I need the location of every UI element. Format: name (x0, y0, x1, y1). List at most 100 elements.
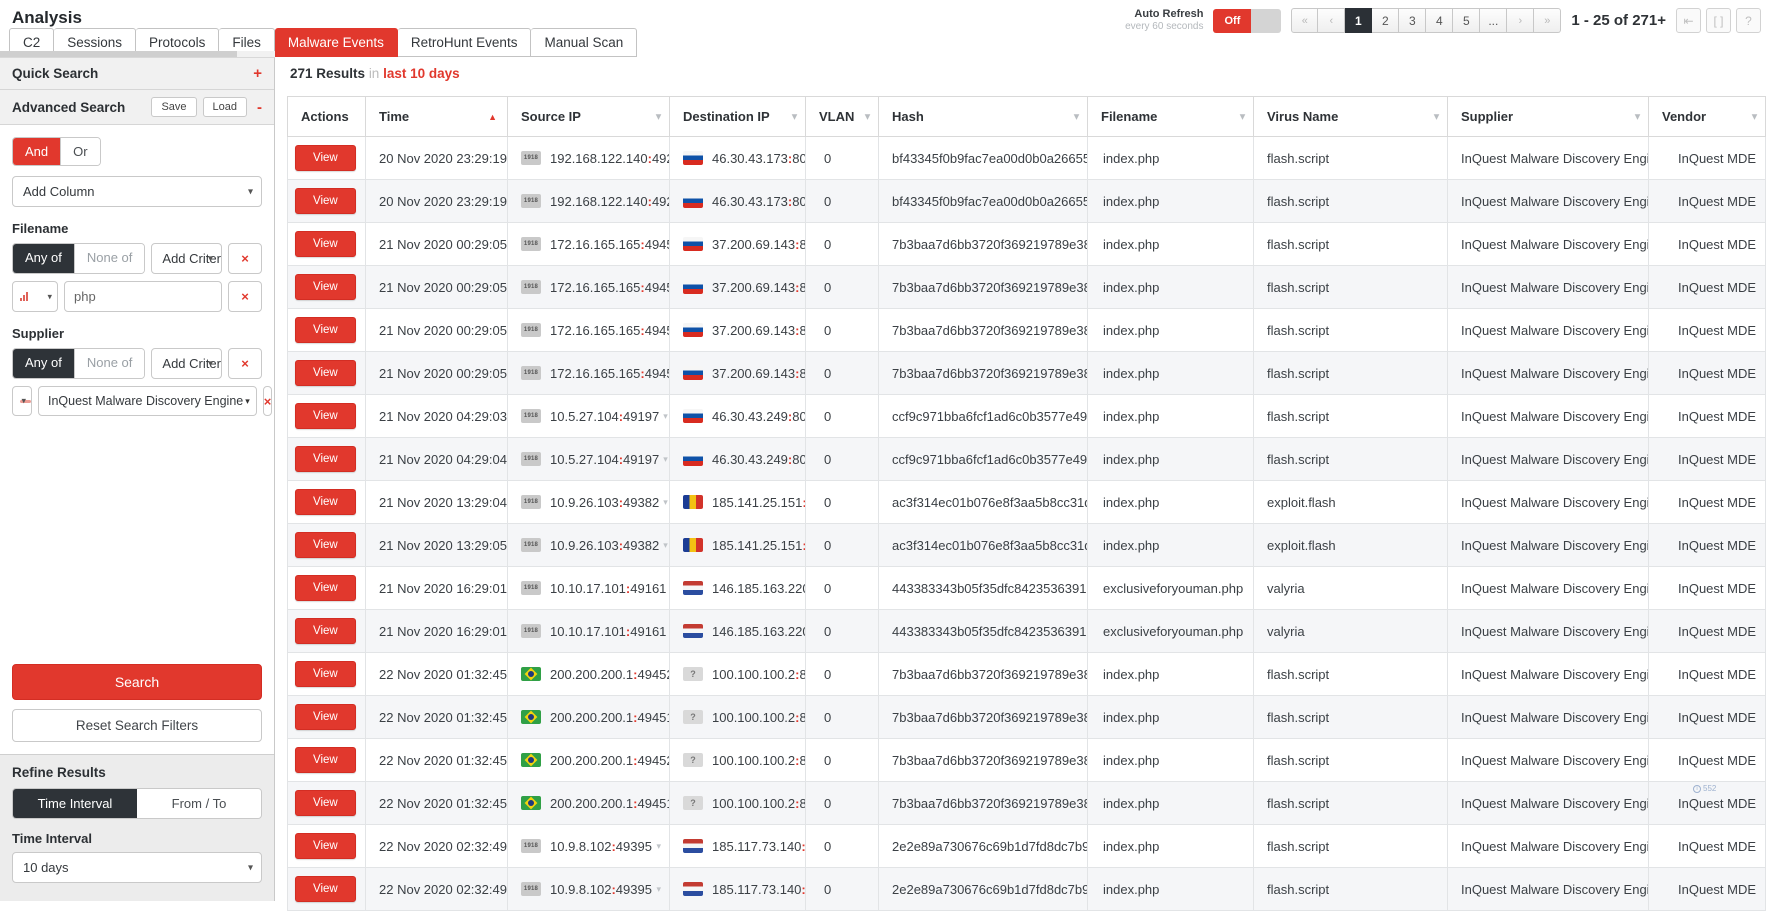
next-page-button[interactable]: › (1507, 8, 1535, 33)
tab-manual-scan[interactable]: Manual Scan (531, 28, 638, 57)
quick-search-header[interactable]: Quick Search + (0, 58, 274, 90)
view-button[interactable]: View (295, 188, 356, 214)
hash-cell[interactable]: ccf9c971bba6fcf1ad6c0b3577e4937c ▾ (878, 437, 1088, 481)
filename-value-input[interactable] (64, 281, 222, 312)
tab-retrohunt-events[interactable]: RetroHunt Events (397, 28, 532, 57)
supplier-add-criteria-select[interactable]: Add Criteria (151, 348, 222, 379)
destination-ip-cell[interactable]: 185.117.73.140:80 ▾ (669, 867, 806, 911)
destination-ip-cell[interactable]: 46.30.43.249:80 ▾ (669, 394, 806, 438)
hash-cell[interactable]: bf43345f0b9fac7ea00d0b0a26655323 ▾ (878, 136, 1088, 180)
view-button[interactable]: View (295, 790, 356, 816)
page-2-button[interactable]: 2 (1372, 8, 1400, 33)
source-ip-cell[interactable]: 1918 10.10.17.101:49161 ▾ (507, 566, 670, 610)
destination-ip-cell[interactable]: ? 100.100.100.2:80 ▾ (669, 738, 806, 782)
source-ip-cell[interactable]: 1918 192.168.122.140:49279 ▾ (507, 136, 670, 180)
view-button[interactable]: View (295, 704, 356, 730)
column-header-source-ip[interactable]: Source IP ▾ (507, 96, 670, 137)
source-ip-cell[interactable]: 200.200.200.1:49452 ▾ (507, 738, 670, 782)
column-header-supplier[interactable]: Supplier ▾ (1447, 96, 1649, 137)
any-of-button[interactable]: Any of (13, 244, 74, 273)
last-page-button[interactable]: » (1534, 8, 1562, 33)
source-ip-cell[interactable]: 200.200.200.1:49451 ▾ (507, 695, 670, 739)
page-1-button[interactable]: 1 (1345, 8, 1373, 33)
first-page-button[interactable]: « (1291, 8, 1319, 33)
remove-supplier-filter-button[interactable]: × (228, 348, 262, 379)
hash-cell[interactable]: ac3f314ec01b076e8f3aa5b8cc31dc29 ▾ (878, 523, 1088, 567)
source-ip-cell[interactable]: 1918 172.16.165.165:49451 ▾ (507, 308, 670, 352)
view-button[interactable]: View (295, 489, 356, 515)
remove-filename-filter-button[interactable]: × (228, 243, 262, 274)
hash-cell[interactable]: 7b3baa7d6bb3720f369219789e38d6ab ▾ (878, 351, 1088, 395)
source-ip-cell[interactable]: 1918 172.16.165.165:49451 ▾ (507, 265, 670, 309)
source-ip-cell[interactable]: 1918 10.9.8.102:49395 ▾ (507, 824, 670, 868)
destination-ip-cell[interactable]: 46.30.43.173:80 ▾ (669, 179, 806, 223)
filename-operator-select[interactable] (12, 281, 58, 312)
column-header-destination-ip[interactable]: Destination IP ▾ (669, 96, 806, 137)
prev-page-button[interactable]: ‹ (1318, 8, 1346, 33)
column-header-vendor[interactable]: Vendor ▾ (1648, 96, 1766, 137)
hash-cell[interactable]: 443383343b05f35dfc8423536391dec3 ▾ (878, 566, 1088, 610)
view-button[interactable]: View (295, 274, 356, 300)
horizontal-scrollbar[interactable] (0, 51, 275, 57)
column-header-time[interactable]: Time ▲ (365, 96, 508, 137)
reset-search-filters-button[interactable]: Reset Search Filters (12, 709, 262, 742)
destination-ip-cell[interactable]: ? 100.100.100.2:80 ▾ (669, 695, 806, 739)
export-icon[interactable]: ⇤ (1676, 8, 1701, 33)
destination-ip-cell[interactable]: 46.30.43.173:80 ▾ (669, 136, 806, 180)
destination-ip-cell[interactable]: ? 100.100.100.2:80 ▾ (669, 652, 806, 696)
page-ellipsis-button[interactable]: ... (1480, 8, 1508, 33)
source-ip-cell[interactable]: 1918 172.16.165.165:49452 ▾ (507, 222, 670, 266)
expand-icon[interactable]: + (253, 65, 262, 82)
auto-refresh-track[interactable] (1251, 8, 1282, 33)
view-button[interactable]: View (295, 833, 356, 859)
source-ip-cell[interactable]: 1918 192.168.122.140:49279 ▾ (507, 179, 670, 223)
any-of-button[interactable]: Any of (13, 349, 74, 378)
view-button[interactable]: View (295, 532, 356, 558)
tab-malware-events[interactable]: Malware Events (274, 28, 398, 57)
view-button[interactable]: View (295, 747, 356, 773)
hash-cell[interactable]: 7b3baa7d6bb3720f369219789e38d6ab ▾ (878, 738, 1088, 782)
fullscreen-icon[interactable]: [ ] (1706, 8, 1731, 33)
source-ip-cell[interactable]: 1918 10.9.8.102:49395 ▾ (507, 867, 670, 911)
hash-cell[interactable]: 7b3baa7d6bb3720f369219789e38d6ab ▾ (878, 265, 1088, 309)
source-ip-cell[interactable]: 1918 10.10.17.101:49161 ▾ (507, 609, 670, 653)
source-ip-cell[interactable]: 1918 172.16.165.165:49452 ▾ (507, 351, 670, 395)
none-of-button[interactable]: None of (73, 244, 145, 273)
column-header-hash[interactable]: Hash ▾ (878, 96, 1088, 137)
hash-cell[interactable]: 2e2e89a730676c69b1d7fd8dc7b9f680 ▾ (878, 867, 1088, 911)
column-header-filename[interactable]: Filename ▾ (1087, 96, 1254, 137)
view-button[interactable]: View (295, 360, 356, 386)
hash-cell[interactable]: 7b3baa7d6bb3720f369219789e38d6ab ▾ (878, 652, 1088, 696)
source-ip-cell[interactable]: 1918 10.9.26.103:49382 ▾ (507, 480, 670, 524)
time-interval-tab[interactable]: Time Interval (13, 789, 137, 818)
view-button[interactable]: View (295, 446, 356, 472)
from-to-tab[interactable]: From / To (137, 789, 261, 818)
filename-add-criteria-select[interactable]: Add Criteria (151, 243, 222, 274)
destination-ip-cell[interactable]: 185.117.73.140:80 ▾ (669, 824, 806, 868)
column-header-actions[interactable]: Actions (287, 96, 366, 137)
view-button[interactable]: View (295, 661, 356, 687)
destination-ip-cell[interactable]: 37.200.69.143:80 ▾ (669, 308, 806, 352)
hash-cell[interactable]: bf43345f0b9fac7ea00d0b0a26655323 ▾ (878, 179, 1088, 223)
page-4-button[interactable]: 4 (1426, 8, 1454, 33)
hash-cell[interactable]: 7b3baa7d6bb3720f369219789e38d6ab ▾ (878, 695, 1088, 739)
and-button[interactable]: And (13, 138, 61, 165)
page-5-button[interactable]: 5 (1453, 8, 1481, 33)
hash-cell[interactable]: 443383343b05f35dfc8423536391dec3 ▾ (878, 609, 1088, 653)
source-ip-cell[interactable]: 200.200.200.1:49452 ▾ (507, 652, 670, 696)
destination-ip-cell[interactable]: ? 100.100.100.2:80 ▾ (669, 781, 806, 825)
view-button[interactable]: View (295, 317, 356, 343)
add-column-select[interactable]: Add Column (12, 176, 262, 207)
hash-cell[interactable]: 7b3baa7d6bb3720f369219789e38d6ab ▾ (878, 781, 1088, 825)
destination-ip-cell[interactable]: 37.200.69.143:80 ▾ (669, 222, 806, 266)
auto-refresh-off[interactable]: Off (1213, 8, 1252, 33)
destination-ip-cell[interactable]: 185.141.25.151:80 ▾ (669, 480, 806, 524)
destination-ip-cell[interactable]: 146.185.163.220:80 ▾ (669, 566, 806, 610)
remove-supplier-criteria-button[interactable]: × (262, 386, 273, 416)
supplier-operator-select[interactable] (12, 386, 32, 416)
scrollbar-thumb[interactable] (0, 51, 237, 57)
load-button[interactable]: Load (202, 97, 247, 117)
none-of-button[interactable]: None of (73, 349, 145, 378)
supplier-value-select[interactable]: InQuest Malware Discovery Engine ▾ (38, 386, 257, 416)
remove-filename-criteria-button[interactable]: × (228, 281, 262, 312)
